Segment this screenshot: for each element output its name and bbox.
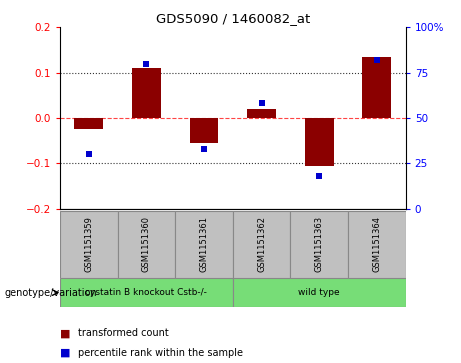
Text: GSM1151364: GSM1151364 (372, 216, 381, 272)
Bar (247, 109, 276, 118)
Text: cystatin B knockout Cstb-/-: cystatin B knockout Cstb-/- (85, 288, 207, 297)
Text: transformed count: transformed count (78, 328, 169, 338)
Text: percentile rank within the sample: percentile rank within the sample (78, 348, 243, 358)
Bar (132, 68, 161, 118)
Text: ■: ■ (60, 328, 71, 338)
Text: GSM1151360: GSM1151360 (142, 216, 151, 272)
Text: wild type: wild type (298, 288, 340, 297)
Bar (233, 211, 290, 278)
Bar (60, 211, 118, 278)
Bar (74, 118, 103, 129)
Title: GDS5090 / 1460082_at: GDS5090 / 1460082_at (156, 12, 310, 25)
Text: GSM1151359: GSM1151359 (84, 216, 93, 272)
Bar (175, 211, 233, 278)
Bar (305, 118, 334, 166)
Bar (362, 57, 391, 118)
Text: GSM1151363: GSM1151363 (315, 216, 324, 272)
Text: GSM1151361: GSM1151361 (200, 216, 208, 272)
Bar (290, 211, 348, 278)
Bar (118, 211, 175, 278)
Text: ■: ■ (60, 348, 71, 358)
Text: GSM1151362: GSM1151362 (257, 216, 266, 272)
Bar (233, 278, 406, 307)
Bar (60, 278, 233, 307)
Bar (189, 118, 219, 143)
Text: genotype/variation: genotype/variation (5, 287, 97, 298)
Bar (348, 211, 406, 278)
